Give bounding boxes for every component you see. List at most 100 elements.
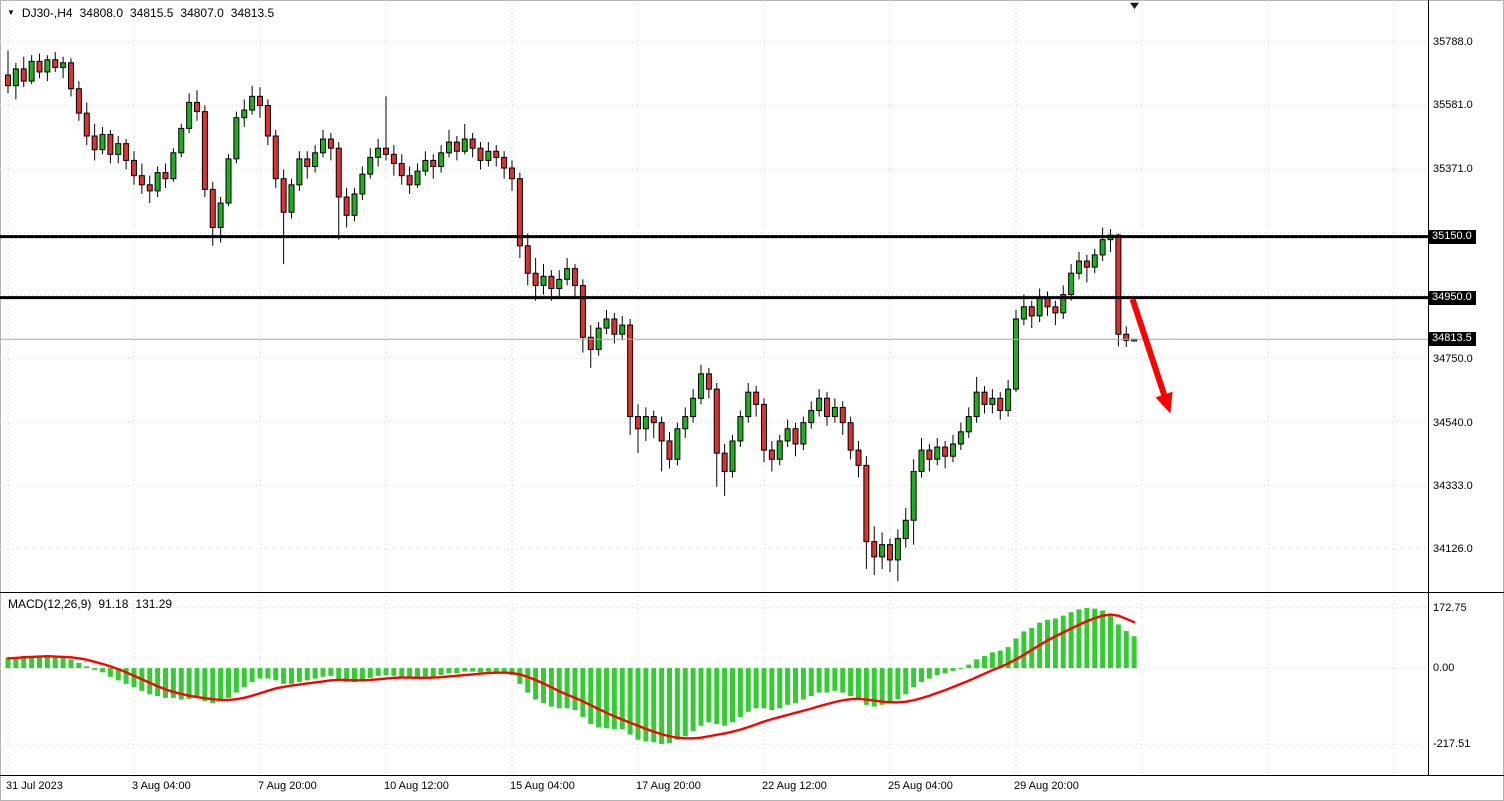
candle-body xyxy=(493,150,500,158)
macd-histogram-bar xyxy=(564,668,570,709)
candle-body xyxy=(383,147,389,155)
macd-histogram-bar xyxy=(525,668,531,693)
candle-body xyxy=(887,544,893,561)
candle-body xyxy=(99,133,106,151)
candle-body xyxy=(579,284,586,338)
candle-body xyxy=(264,105,271,137)
quote-low: 34807.0 xyxy=(180,6,224,20)
macd-histogram-bar xyxy=(155,668,161,697)
candle-body xyxy=(737,416,744,442)
macd-histogram-bar xyxy=(304,668,310,681)
candle-body xyxy=(934,446,941,460)
macd-histogram-bar xyxy=(533,668,539,700)
date-label: 25 Aug 04:00 xyxy=(888,780,953,792)
macd-histogram-bar xyxy=(68,659,74,669)
candle-body xyxy=(918,449,925,472)
macd-histogram-bar xyxy=(895,668,901,700)
macd-histogram-bar xyxy=(170,668,176,698)
candle-body xyxy=(910,470,917,521)
macd-histogram-bar xyxy=(690,668,696,732)
candle-body xyxy=(249,95,256,111)
date-label: 17 Aug 20:00 xyxy=(636,780,701,792)
price-axis-label: 35371.0 xyxy=(1433,163,1473,176)
price-axis-label: 34333.0 xyxy=(1433,479,1473,492)
candle-body xyxy=(138,175,145,186)
candle-body xyxy=(792,428,799,445)
macd-histogram-bar xyxy=(541,668,546,704)
macd-histogram-bar xyxy=(147,668,153,695)
candle-body xyxy=(1036,297,1043,317)
candle-body xyxy=(784,428,791,442)
candle-body xyxy=(1028,306,1035,317)
macd-histogram-bar xyxy=(29,656,35,669)
candle-body xyxy=(926,449,933,460)
candle-body xyxy=(713,388,720,454)
candle-body xyxy=(12,68,19,87)
candle-body xyxy=(430,159,437,168)
macd-histogram-bar xyxy=(722,668,728,726)
macd-histogram-bar xyxy=(572,668,578,711)
candle-body xyxy=(973,391,980,418)
macd-histogram-bar xyxy=(785,668,791,705)
date-label: 15 Aug 04:00 xyxy=(510,780,575,792)
macd-histogram-bar xyxy=(706,668,712,723)
date-label: 22 Aug 12:00 xyxy=(762,780,827,792)
macd-histogram-bar xyxy=(919,668,924,683)
candle-body xyxy=(162,172,169,180)
macd-histogram-bar xyxy=(470,668,476,672)
candle-body xyxy=(855,449,862,466)
candle-body xyxy=(658,422,665,442)
macd-histogram-bar xyxy=(674,668,680,740)
candle-body xyxy=(666,440,673,460)
candle-body xyxy=(1005,388,1012,411)
candle-body xyxy=(808,409,815,424)
macd-histogram-bar xyxy=(887,668,893,704)
candle-body xyxy=(674,428,681,460)
macd-histogram-bar xyxy=(328,668,334,676)
price-axis-label: 35788.0 xyxy=(1433,36,1473,49)
macd-histogram-bar xyxy=(556,668,562,709)
macd-histogram-bar xyxy=(588,668,594,725)
macd-histogram-bar xyxy=(76,662,82,669)
candle-body xyxy=(997,397,1004,411)
macd-histogram-bar xyxy=(1068,612,1074,669)
candle-body xyxy=(698,373,704,399)
candle-body xyxy=(957,431,964,445)
candle-body xyxy=(485,150,492,161)
macd-histogram-bar xyxy=(1029,627,1035,669)
candle-body xyxy=(902,519,909,540)
macd-histogram-bar xyxy=(281,668,287,684)
candle-body xyxy=(304,158,311,168)
macd-histogram-bar xyxy=(580,668,586,718)
candle-body xyxy=(894,538,901,561)
macd-histogram-bar xyxy=(863,668,869,705)
level-price-badge: 34950.0 xyxy=(1429,290,1476,305)
macd-histogram-bar xyxy=(769,668,775,711)
macd-histogram-bar xyxy=(178,668,184,700)
candle-body xyxy=(1123,333,1130,341)
macd-histogram-bar xyxy=(1123,631,1129,669)
candle-body xyxy=(690,397,697,418)
candle-body xyxy=(320,138,326,154)
trend-arrow-annotation[interactable] xyxy=(1129,298,1173,414)
macd-histogram-bar xyxy=(194,668,200,698)
candle-body xyxy=(52,59,59,68)
candle-body xyxy=(36,60,43,73)
candle-body xyxy=(68,62,74,90)
chart-shift-icon[interactable]: ▼ xyxy=(1126,0,1143,12)
macd-histogram-bar xyxy=(848,668,854,697)
candle-body xyxy=(942,446,949,457)
macd-histogram-bar xyxy=(517,668,523,684)
macd-histogram-bar xyxy=(1021,631,1027,669)
macd-histogram-bar xyxy=(793,668,798,704)
macd-histogram-bar xyxy=(682,668,688,737)
price-axis-label: 34540.0 xyxy=(1433,416,1473,429)
candle-body xyxy=(981,391,988,405)
candle-body xyxy=(682,416,689,430)
candle-body xyxy=(1083,260,1090,268)
candle-body xyxy=(729,440,736,472)
macd-signal-value: 131.29 xyxy=(135,597,173,611)
candle-body xyxy=(398,162,405,177)
candle-body xyxy=(800,422,807,445)
